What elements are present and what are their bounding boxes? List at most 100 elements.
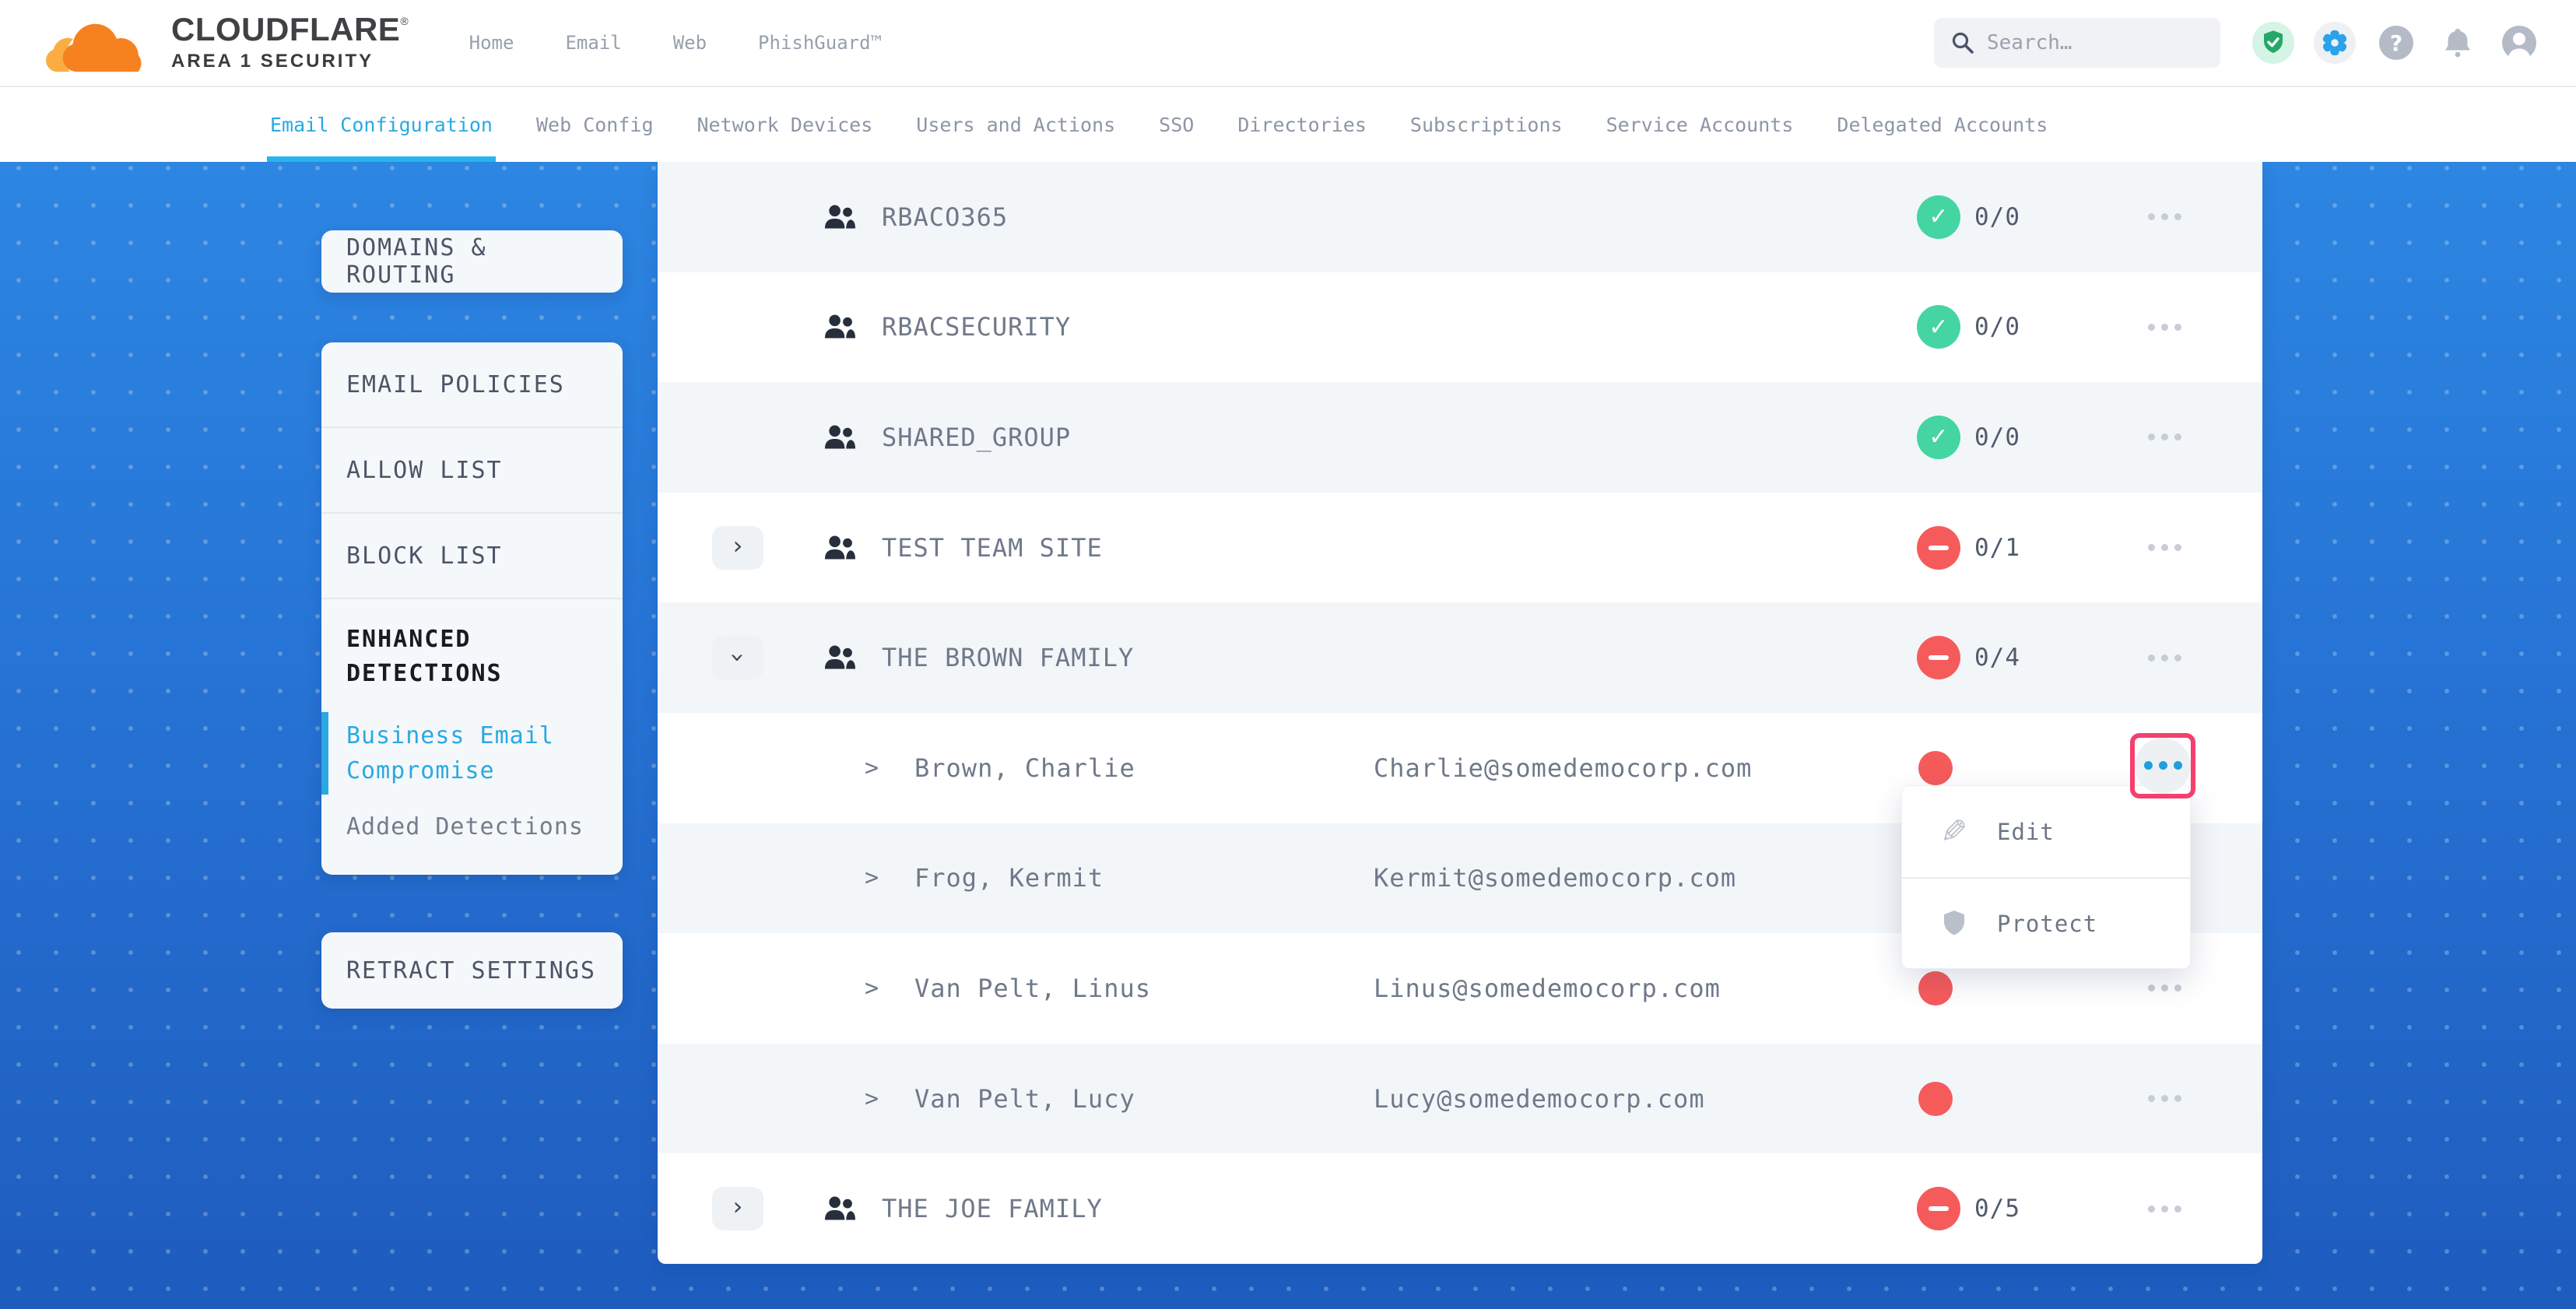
row-email: Charlie@somedemocorp.com [1374,753,1753,783]
row-email: Linus@somedemocorp.com [1374,973,1721,1003]
chevron-icon: › [722,652,753,663]
row-actions-button[interactable] [2136,960,2192,1016]
app-header: CLOUDFLARE ® AREA 1 SECURITY Home Email … [0,0,2576,87]
status-dot [1918,970,1953,1005]
nav-item-email[interactable]: Email [565,32,622,54]
tab-subscriptions[interactable]: Subscriptions [1409,113,1563,136]
sidebar-item-block-list[interactable]: BLOCK LIST [321,514,623,599]
chevron-icon: › [732,530,743,560]
table-row[interactable]: › > THE JOE FAMILY 0/5 [658,1153,2262,1264]
context-menu-item-protect[interactable]: Protect [1902,877,2190,968]
row-email: Kermit@somedemocorp.com [1374,863,1737,893]
expand-toggle-button[interactable]: › [712,525,763,570]
row-actions-button[interactable] [2136,630,2192,686]
group-members-icon [824,644,855,671]
nav-item-home[interactable]: Home [469,32,514,54]
status-count: 0/0 [1974,423,2020,451]
row-actions-button[interactable] [2136,299,2192,355]
row-name: RBACO365 [882,202,1009,232]
click-highlight [2136,960,2192,1016]
table-row[interactable]: › > TEST TEAM SITE 0/1 [658,493,2262,603]
context-menu: Edit Protect [1901,785,2191,969]
status-badge [1917,1187,1960,1231]
chevron-icon: › [732,1191,743,1222]
sidebar-item-enhanced-detections[interactable]: ENHANCED DETECTIONS [346,626,503,687]
table-row[interactable]: › > Van Pelt, Lucy Lucy@somedemocorp.com [658,1043,2262,1154]
sidebar-item-label: DOMAINS & ROUTING [346,234,487,289]
settings-gear-icon[interactable] [2314,22,2356,64]
sidebar-item-business-email-compromise[interactable]: Business Email Compromise [321,712,598,795]
status-badge [1917,636,1960,680]
status-glyph [1928,423,1948,451]
group-members-icon [824,314,855,340]
sidebar-item-added-detections[interactable]: Added Detections [346,813,584,840]
context-menu-item-edit[interactable]: Edit [1902,786,2190,877]
shield-check-icon[interactable] [2252,22,2294,64]
table-row[interactable]: › > Van Pelt, Linus Linus@somedemocorp.c… [658,933,2262,1044]
status-badge [1917,305,1960,349]
click-highlight [2136,1181,2192,1237]
tab-web-config[interactable]: Web Config [535,113,654,136]
row-name: Van Pelt, Lucy [914,1083,1135,1114]
context-menu-label: Edit [1997,818,2055,845]
brand-name: CLOUDFLARE [171,11,401,47]
status-glyph [1928,1206,1949,1212]
account-icon[interactable] [2498,22,2540,64]
expand-toggle-button[interactable]: › [712,1187,763,1231]
tab-network-devices[interactable]: Network Devices [697,113,873,136]
row-actions-button[interactable] [2136,1071,2192,1127]
table-row[interactable]: › > Brown, Charlie Charlie@somedemocorp.… [658,713,2262,823]
expand-toggle-button[interactable]: › [712,636,763,680]
nav-item-web[interactable]: Web [672,32,707,54]
shield-icon [1938,910,1971,938]
row-name: TEST TEAM SITE [882,532,1103,563]
search-input[interactable] [1987,31,2203,54]
status-count: 0/1 [1974,533,2020,562]
row-name: Van Pelt, Linus [914,973,1151,1003]
enhanced-detections-section: ENHANCED DETECTIONS Business Email Compr… [321,599,623,875]
click-highlight [2136,189,2192,245]
cloudflare-logo: CLOUDFLARE ® AREA 1 SECURITY [42,9,409,77]
status-count: 0/0 [1974,202,2020,231]
row-actions-button[interactable] [2136,520,2192,576]
tab-sso[interactable]: SSO [1159,113,1195,136]
sidebar-item-retract-settings[interactable]: RETRACT SETTINGS [321,932,623,1009]
sidebar-item-label: EMAIL POLICIES [346,370,565,398]
row-name: Brown, Charlie [914,753,1135,783]
product-name: AREA 1 SECURITY [171,51,374,72]
table-row[interactable]: › > THE BROWN FAMILY 0/4 [658,602,2262,713]
row-actions-button[interactable] [2136,409,2192,465]
active-item-indicator [321,712,328,795]
tab-directories[interactable]: Directories [1237,113,1367,136]
nav-item-phishguard[interactable]: PhishGuard™ [758,32,882,54]
status-badge [1917,525,1960,570]
sidebar-item-email-policies[interactable]: EMAIL POLICIES [321,342,623,428]
search-icon [1952,32,1974,54]
sidebar-card-domains: DOMAINS & ROUTING [321,230,623,293]
status-count: 0/0 [1974,313,2020,342]
tab-email-configuration[interactable]: Email Configuration [267,87,496,162]
bell-icon[interactable] [2437,22,2479,64]
row-actions-button[interactable] [2135,737,2191,794]
table-row[interactable]: › > RBACO365 0/0 [658,162,2262,272]
row-actions-button[interactable] [2136,189,2192,245]
sidebar-item-label: RETRACT SETTINGS [346,956,596,984]
tab-service-accounts[interactable]: Service Accounts [1606,113,1794,136]
row-name: Frog, Kermit [914,863,1104,893]
sidebar-item-allow-list[interactable]: ALLOW LIST [321,428,623,514]
sidebar: DOMAINS & ROUTING EMAIL POLICIES ALLOW L… [321,230,623,1009]
tab-delegated-accounts[interactable]: Delegated Accounts [1837,113,2048,136]
sidebar-item-domains-routing[interactable]: DOMAINS & ROUTING [321,230,623,293]
help-icon[interactable]: ? [2375,22,2417,64]
context-menu-label: Protect [1997,910,2098,937]
tab-users-and-actions[interactable]: Users and Actions [916,113,1116,136]
status-glyph [1928,545,1949,550]
group-members-icon [824,1195,855,1222]
search-box[interactable] [1934,18,2220,68]
row-actions-button[interactable] [2136,1181,2192,1237]
sidebar-card-retract: RETRACT SETTINGS [321,932,623,1009]
table-row[interactable]: › > RBACSECURITY 0/0 [658,272,2262,383]
row-name: THE JOE FAMILY [882,1194,1103,1224]
table-row[interactable]: › > SHARED_GROUP 0/0 [658,382,2262,493]
click-highlight [2136,409,2192,465]
